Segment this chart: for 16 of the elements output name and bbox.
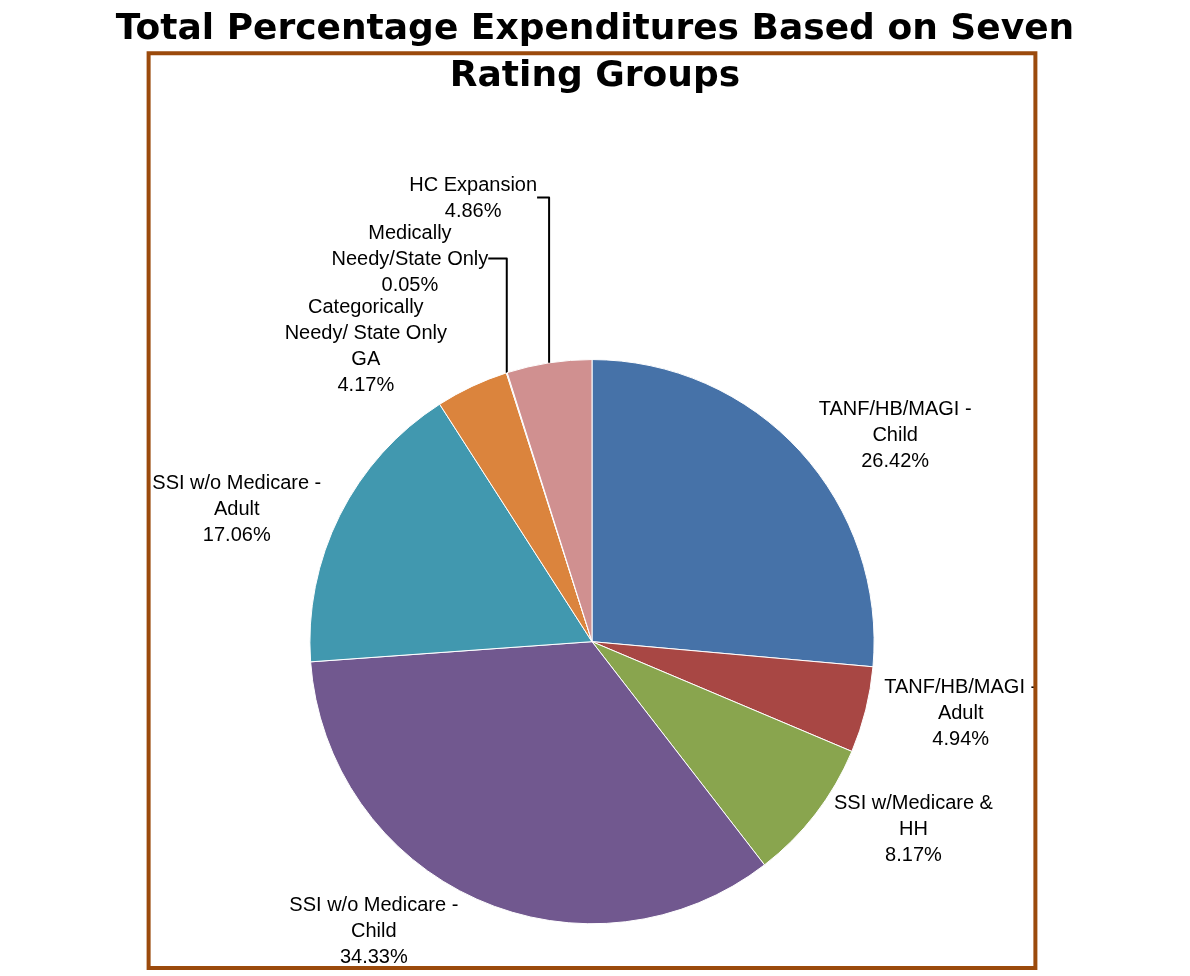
slice-label: TANF/HB/MAGI - Child xyxy=(818,397,972,446)
data-label: 0.05% xyxy=(381,273,439,296)
data-label: 4.17% xyxy=(337,373,395,396)
slice-label: HC Expansion xyxy=(409,173,538,196)
chart-title: Total Percentage Expenditures Based on Seven Rating Groups xyxy=(115,6,1075,94)
data-label: 34.33% xyxy=(339,945,408,967)
slice-label: SSI w/Medicare & HH xyxy=(834,790,994,839)
slice-label: SSI w/o Medicare - Adult xyxy=(152,470,322,519)
slice-label: Medically Needy/State Only xyxy=(331,221,489,270)
slice-label: Categorically Needy/ State Only GA xyxy=(284,295,447,370)
data-label: 17.06% xyxy=(202,522,271,545)
slice-label: SSI w/o Medicare - Child xyxy=(289,893,459,941)
data-label: 4.94% xyxy=(932,727,990,750)
data-label: 8.17% xyxy=(885,842,943,865)
data-label: 4.86% xyxy=(444,199,502,222)
data-label: 26.42% xyxy=(861,449,930,472)
